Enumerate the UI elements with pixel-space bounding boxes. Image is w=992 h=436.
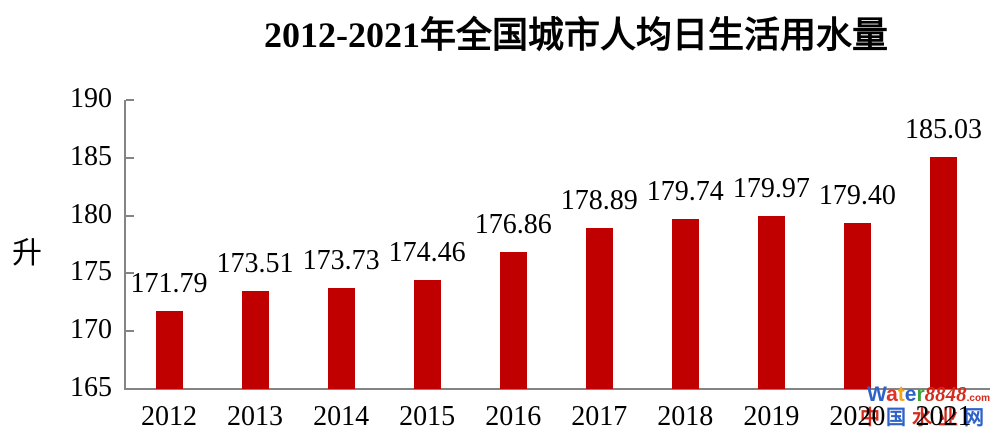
x-tick-2019: 2019 (743, 401, 800, 432)
bar-2015 (413, 279, 441, 389)
x-tick-2018: 2018 (657, 401, 714, 432)
bar-2021 (929, 157, 957, 389)
watermark-cjk-char: 中 (860, 407, 886, 429)
watermark-cjk-char: 业 (938, 407, 964, 429)
y-tick-mark-180 (126, 214, 134, 217)
y-tick-mark-170 (126, 330, 134, 333)
data-label-2020: 179.40 (818, 179, 896, 211)
bar-2019 (757, 215, 785, 389)
bar-2017 (585, 228, 613, 389)
x-axis-line (124, 388, 990, 390)
x-tick-2017: 2017 (571, 401, 628, 432)
bar-2013 (241, 290, 269, 389)
data-label-2014: 173.73 (302, 245, 380, 277)
x-tick-2016: 2016 (485, 401, 542, 432)
y-tick-mark-190 (126, 99, 134, 101)
bar-2012 (155, 310, 183, 389)
watermark-letter: W (867, 383, 887, 406)
y-tick-label-175: 175 (70, 256, 112, 288)
watermark-cjk-char: 水 (912, 407, 938, 429)
y-axis-label: 升 (12, 237, 42, 270)
data-label-2019: 179.97 (732, 172, 810, 204)
y-tick-label-190: 190 (70, 83, 112, 114)
watermark-tld: .com (966, 393, 990, 404)
data-label-2018: 179.74 (646, 175, 724, 207)
watermark-cjk-char: 国 (886, 407, 912, 429)
y-tick-mark-175 (126, 272, 134, 275)
y-tick-label-170: 170 (70, 314, 112, 346)
y-axis-line (124, 100, 126, 390)
data-label-2013: 173.51 (216, 247, 294, 279)
y-tick-label-180: 180 (70, 198, 112, 230)
x-tick-2021: 2021 (915, 401, 972, 432)
y-tick-mark-185 (126, 156, 134, 159)
x-tick-2012: 2012 (141, 401, 197, 432)
bar-2014 (327, 288, 355, 389)
watermark-cjk-char: 网 (964, 407, 990, 429)
data-label-2012: 171.79 (130, 267, 208, 299)
watermark-letter: t (897, 383, 905, 406)
watermark-letter: e (904, 383, 917, 406)
data-label-2021: 185.03 (904, 114, 982, 146)
data-label-2017: 178.89 (560, 185, 638, 217)
watermark-letter: a (886, 383, 898, 406)
bar-2016 (499, 251, 527, 389)
data-label-2015: 174.46 (388, 236, 466, 268)
y-tick-label-165: 165 (70, 372, 112, 403)
watermark-letter: r (916, 383, 925, 406)
x-tick-2015: 2015 (399, 401, 456, 432)
watermark-site-name: 中国水业网 (820, 408, 990, 428)
data-label-2016: 176.86 (474, 208, 552, 240)
watermark: Water8848.com 中国水业网 (820, 382, 990, 429)
bar-2018 (671, 218, 699, 389)
y-tick-label-185: 185 (70, 140, 112, 172)
x-tick-2013: 2013 (227, 401, 284, 432)
chart-title: 2012-2021年全国城市人均日生活用水量 (264, 15, 888, 55)
x-tick-2020: 2020 (829, 401, 886, 432)
watermark-brand: Water8848.com (820, 382, 990, 406)
watermark-number: 8848 (924, 382, 967, 406)
bar-2020 (843, 222, 871, 389)
x-tick-2014: 2014 (313, 401, 370, 432)
